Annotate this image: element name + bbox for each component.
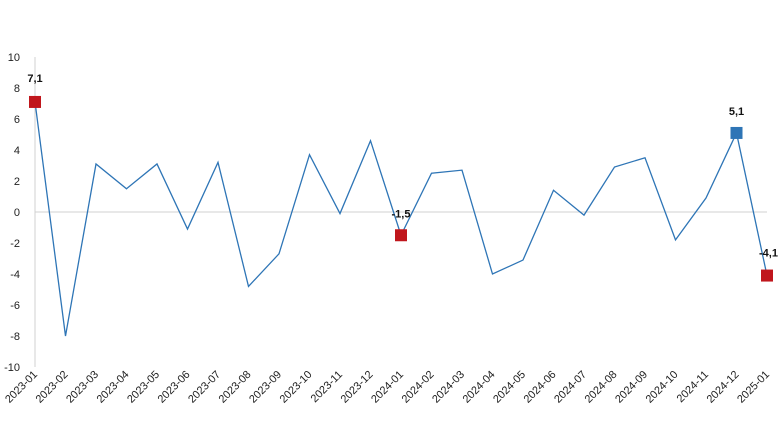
x-tick-label: 2023-08 <box>217 369 254 406</box>
data-point-marker <box>761 269 773 282</box>
x-tick-label: 2023-09 <box>247 369 284 406</box>
highlight-markers: 7,1 -1,5 5,1 -4,1 <box>27 73 778 282</box>
x-tick-label: 2024-06 <box>522 369 559 406</box>
x-tick-label: 2024-01 <box>369 369 406 406</box>
y-tick-label: -8 <box>10 331 20 343</box>
x-tick-label: 2025-01 <box>735 369 772 406</box>
x-tick-label: 2024-09 <box>613 369 650 406</box>
data-label: -1,5 <box>392 208 411 220</box>
x-tick-label: 2023-02 <box>34 369 71 406</box>
data-point-marker <box>395 229 407 242</box>
x-tick-label: 2023-06 <box>156 369 193 406</box>
y-tick-label: -6 <box>10 300 20 312</box>
x-tick-label: 2023-10 <box>278 369 315 406</box>
x-axis: 2023-012023-022023-032023-042023-052023-… <box>3 369 772 406</box>
x-tick-label: 2023-04 <box>95 369 132 406</box>
data-point-marker <box>29 95 41 108</box>
y-tick-label: -2 <box>10 238 20 250</box>
x-tick-label: 2024-12 <box>705 369 742 406</box>
x-tick-label: 2024-07 <box>552 369 589 406</box>
data-label: -4,1 <box>759 248 778 260</box>
y-tick-label: 6 <box>14 114 20 126</box>
x-tick-label: 2024-04 <box>461 369 498 406</box>
data-label: 7,1 <box>27 73 42 85</box>
y-tick-label: 4 <box>14 145 20 157</box>
y-tick-label: 0 <box>14 207 20 219</box>
y-axis: -10 -8 -6 -4 -2 0 2 4 6 8 10 <box>4 52 767 374</box>
x-tick-label: 2024-08 <box>583 369 620 406</box>
data-label: 5,1 <box>729 106 744 118</box>
x-tick-label: 2023-12 <box>339 369 376 406</box>
y-tick-label: 8 <box>14 83 20 95</box>
x-tick-label: 2023-03 <box>64 369 101 406</box>
x-tick-label: 2023-05 <box>125 369 162 406</box>
y-tick-label: 2 <box>14 176 20 188</box>
y-tick-label: 10 <box>8 52 20 64</box>
data-point-marker <box>730 126 743 139</box>
x-tick-label: 2023-01 <box>3 369 40 406</box>
y-tick-label: -4 <box>10 269 20 281</box>
x-tick-label: 2023-07 <box>186 369 223 406</box>
x-tick-label: 2024-05 <box>491 369 528 406</box>
x-tick-label: 2024-03 <box>430 369 467 406</box>
y-tick-label: -10 <box>4 362 20 374</box>
x-tick-label: 2024-10 <box>644 369 681 406</box>
x-tick-label: 2024-02 <box>400 369 437 406</box>
